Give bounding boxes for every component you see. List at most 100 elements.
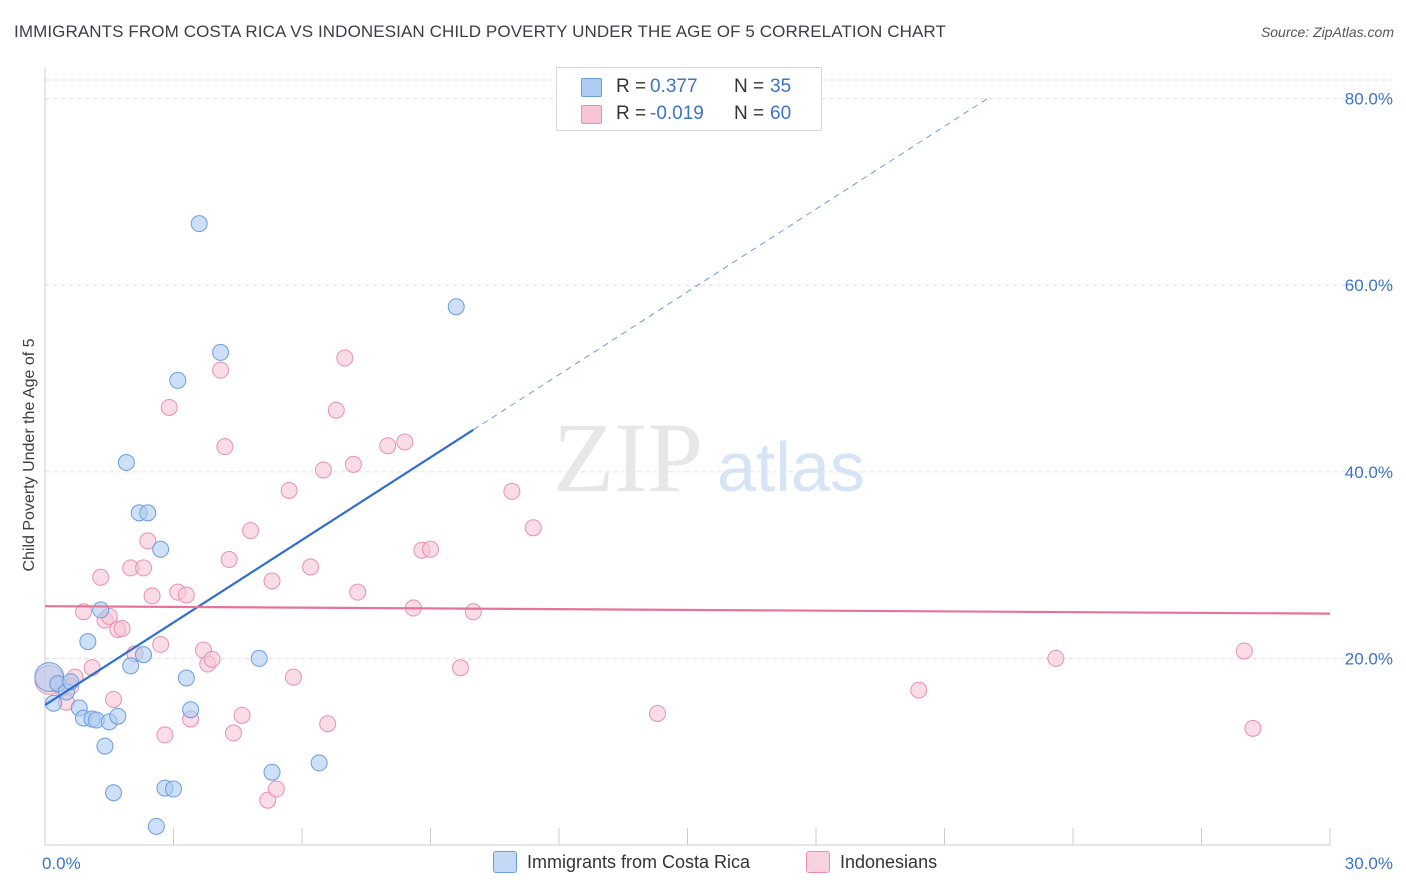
n-label: N =	[734, 76, 765, 97]
watermark: ZIP atlas	[553, 402, 865, 513]
data-point	[105, 784, 123, 802]
data-point	[280, 481, 298, 499]
legend-row-costa-rica: R = 0.377 N = 35	[581, 75, 791, 99]
data-point	[75, 603, 93, 621]
data-point	[319, 715, 337, 733]
data-point	[203, 650, 221, 668]
r-label: R =	[616, 103, 647, 124]
series-legend: Immigrants from Costa Rica Indonesians	[0, 851, 1406, 877]
data-point	[379, 437, 397, 455]
data-point	[143, 587, 161, 605]
source-label: Source: ZipAtlas.com	[1260, 24, 1394, 40]
y-tick-label: 80.0%	[1345, 90, 1393, 109]
data-point	[212, 361, 230, 379]
data-point	[212, 343, 230, 361]
data-point	[422, 540, 439, 558]
data-point	[649, 704, 667, 722]
data-point	[83, 659, 101, 677]
data-point	[336, 349, 354, 367]
n-label: N =	[734, 103, 765, 124]
data-point	[165, 780, 182, 798]
data-point	[182, 701, 200, 719]
x-tick-label: 0.0%	[42, 854, 81, 873]
data-point	[284, 668, 302, 686]
data-point	[160, 398, 178, 416]
data-point	[503, 482, 521, 500]
data-point	[92, 601, 110, 619]
costa-rica-points	[34, 215, 465, 835]
legend-item-costa-rica: Immigrants from Costa Rica	[493, 851, 750, 873]
axes	[44, 68, 1331, 846]
trendlines	[44, 98, 1331, 706]
data-point	[152, 635, 170, 653]
blue-swatch	[493, 851, 517, 873]
blue-swatch	[581, 77, 602, 97]
data-point	[220, 551, 238, 569]
data-point	[263, 572, 281, 590]
data-point	[263, 763, 281, 781]
costa-rica-trendline-extension	[473, 98, 988, 431]
indonesians-trendline	[44, 605, 1331, 615]
data-point	[169, 371, 187, 389]
data-point	[447, 298, 465, 316]
correlation-legend: R = 0.377 N = 35 R = -0.019 N = 60	[556, 67, 822, 131]
legend-item-indonesians: Indonesians	[806, 851, 937, 873]
data-point	[344, 455, 362, 473]
x-tick-label: 30.0%	[1345, 854, 1393, 873]
legend-label: Indonesians	[840, 851, 938, 872]
data-point	[302, 558, 320, 576]
chart-title: IMMIGRANTS FROM COSTA RICA VS INDONESIAN…	[14, 22, 946, 41]
gridlines	[45, 79, 1392, 659]
data-point	[524, 519, 542, 537]
data-point	[79, 633, 97, 651]
r-label: R =	[616, 76, 647, 97]
data-point	[135, 646, 153, 664]
data-point	[117, 454, 135, 471]
data-point	[216, 438, 234, 456]
legend-row-indonesians: R = -0.019 N = 60	[581, 102, 791, 126]
n-value: 35	[770, 76, 792, 97]
data-point	[1047, 649, 1065, 667]
legend-label: Immigrants from Costa Rica	[527, 851, 751, 872]
data-point	[156, 726, 174, 744]
watermark-zip: ZIP	[553, 402, 703, 513]
data-point	[314, 461, 332, 479]
y-tick-label: 60.0%	[1345, 276, 1393, 295]
data-point	[451, 659, 469, 677]
data-point	[92, 568, 110, 586]
data-point	[135, 559, 153, 577]
data-point	[233, 706, 251, 724]
data-point	[139, 532, 157, 550]
data-point	[105, 690, 123, 708]
n-value: 60	[770, 103, 792, 124]
pink-swatch	[806, 851, 830, 873]
r-value: 0.377	[650, 76, 698, 97]
data-point	[259, 791, 277, 809]
costa-rica-trendline	[44, 428, 474, 706]
data-point	[139, 504, 157, 522]
data-point	[464, 603, 482, 621]
data-point	[147, 817, 165, 835]
data-point	[327, 401, 345, 419]
data-point	[177, 586, 195, 604]
data-point	[1244, 719, 1262, 737]
tick-labels: 20.0% 40.0% 60.0% 80.0% 0.0% 30.0%	[42, 90, 1393, 873]
data-point	[96, 737, 114, 755]
data-point	[250, 649, 268, 667]
data-point	[122, 657, 140, 675]
data-point	[267, 780, 285, 798]
data-point	[396, 433, 414, 451]
data-point	[310, 754, 328, 772]
y-tick-label: 40.0%	[1345, 463, 1393, 482]
data-point	[109, 707, 127, 725]
data-point	[190, 215, 208, 233]
watermark-atlas: atlas	[717, 428, 865, 506]
pink-swatch	[581, 104, 602, 124]
r-value: -0.019	[650, 103, 704, 124]
data-point	[910, 681, 928, 699]
data-point	[177, 669, 195, 687]
data-point	[45, 694, 63, 712]
data-point	[224, 724, 242, 742]
data-point	[242, 522, 260, 540]
